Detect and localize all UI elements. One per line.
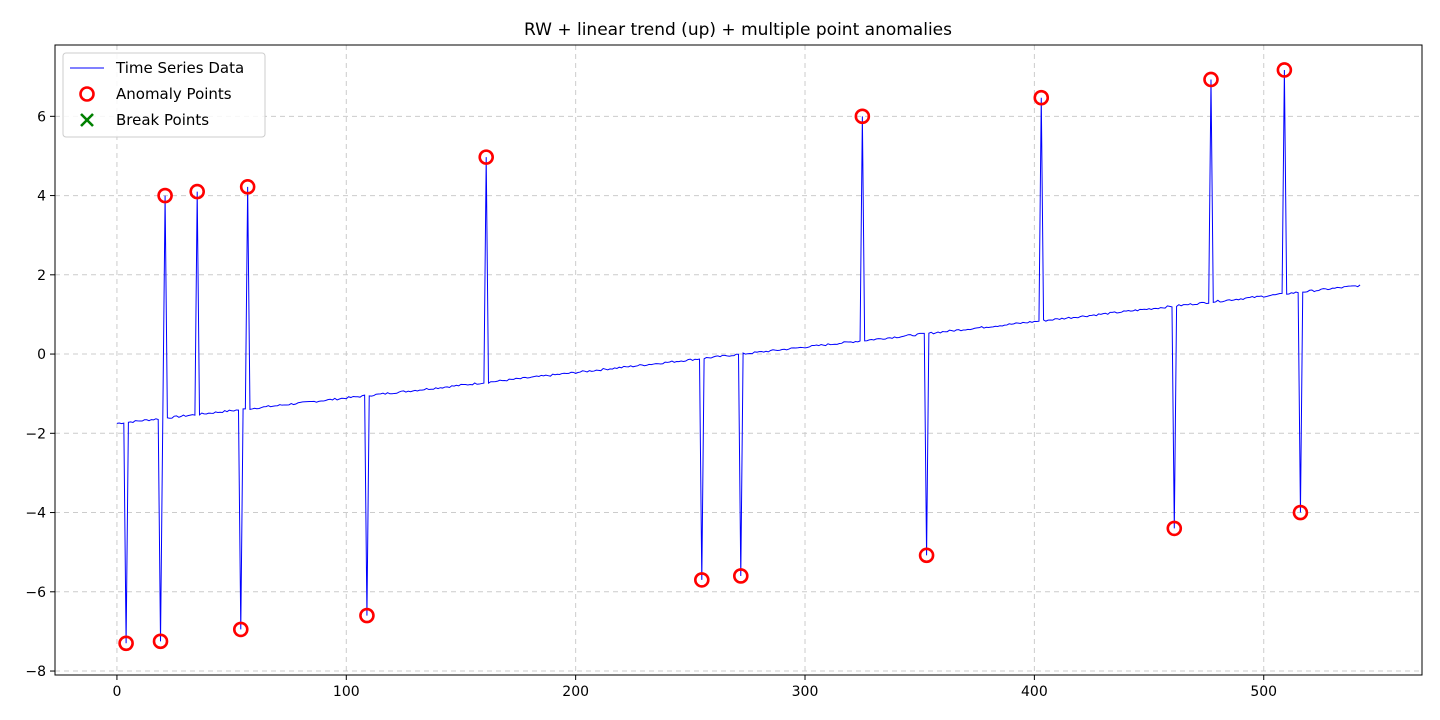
y-tick-label: −8 [25,664,46,680]
anomaly-point [1166,520,1183,537]
x-tick-label: 200 [562,684,589,700]
legend-box [62,52,266,138]
y-tick-label: 6 [37,109,46,125]
series-layer [116,69,1361,644]
y-tick-label: 0 [37,347,46,363]
anomaly-point [1203,71,1219,88]
x-tick-label: 400 [1021,684,1048,700]
anomaly-point [732,568,749,584]
anomaly-point [152,633,169,650]
chart-title: RW + linear trend (up) + multiple point … [524,20,952,40]
anomaly-point [157,187,173,204]
anomaly-point [239,179,256,195]
anomaly-point [1033,89,1050,106]
legend-label: Break Points [116,111,209,129]
x-tick-label: 0 [112,684,121,700]
axis-ticks: 0 100 200 300 400 500 −8 −6 −4 −2 0 2 4 6 [25,109,1277,700]
anomaly-point [918,547,935,564]
anomaly-point [1276,62,1293,78]
anomaly-point [694,572,710,588]
legend-label: Time Series Data [115,59,244,77]
legend-x-stroke [80,113,94,127]
anomaly-point [232,621,249,638]
y-tick-label: −2 [25,426,46,442]
legend-circle-marker [79,86,95,102]
grid [55,45,1422,675]
anomaly-point [478,149,495,165]
anomaly-point [854,108,871,125]
x-tick-label: 100 [333,684,360,700]
anomaly-layer [118,62,1309,652]
y-tick-label: −4 [25,506,46,522]
x-tick-label: 300 [792,684,819,700]
anomaly-point [1292,504,1309,521]
y-tick-label: −6 [25,585,46,601]
series-line [116,69,1361,644]
anomaly-point [189,183,206,200]
anomaly-point [118,635,134,652]
y-tick-label: 4 [37,189,46,205]
y-tick-label: 2 [37,268,46,284]
legend: Time Series Data Anomaly Points Break Poin… [62,52,266,138]
plot-frame [54,44,1423,676]
anomaly-point [359,607,375,624]
legend-x-marker [80,113,94,127]
legend-label: Anomaly Points [116,85,232,103]
x-tick-label: 500 [1250,684,1277,700]
